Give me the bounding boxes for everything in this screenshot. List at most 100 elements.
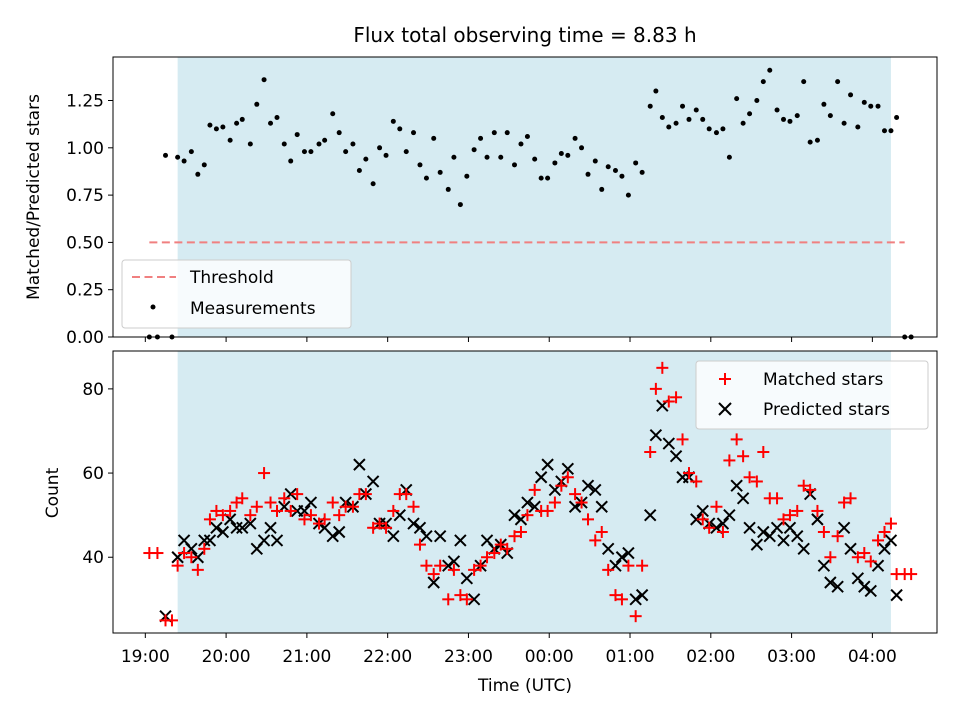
predicted-star-point (366, 475, 380, 488)
matched-star-point (528, 483, 541, 496)
measurement-point (281, 141, 287, 147)
measurement-point (647, 103, 653, 109)
count-panel-frame (112, 350, 938, 634)
predicted-star-point (851, 572, 865, 585)
matched-star-point (615, 593, 628, 606)
measurement-point (848, 92, 854, 98)
measurement-point (680, 103, 686, 109)
count-x-tick-label: 03:00 (767, 647, 816, 667)
predicted-star-point (216, 525, 230, 539)
predicted-star-point (777, 534, 790, 547)
measurement-point (377, 145, 383, 151)
predicted-star-point (817, 559, 831, 572)
matched-star-point (609, 589, 622, 602)
measurement-point (234, 120, 240, 126)
measurement-point (807, 139, 813, 145)
matched-star-point (178, 547, 191, 560)
matched-star-point (595, 525, 608, 538)
matched-star-point (602, 563, 615, 576)
matched-star-point (555, 479, 568, 492)
measurement-point (288, 158, 294, 164)
measurement-point (565, 152, 571, 158)
measurement-point (774, 107, 780, 113)
measurement-point (213, 126, 219, 132)
measurement-point (518, 141, 524, 147)
count-x-ticks: 19:00 20:00 21:00 22:00 23:00 00:00 01:00 02:00… (121, 633, 897, 667)
matched-star-point (878, 525, 891, 538)
measurement-point (666, 124, 672, 130)
x-axis-label: Time (UTC) (477, 676, 572, 696)
matched-star-point (838, 496, 851, 509)
predicted-star-point (270, 534, 284, 547)
matched-star-point (244, 509, 257, 522)
matched-star-point (703, 521, 716, 534)
count-legend-box (695, 360, 929, 430)
matched-star-point (817, 525, 830, 538)
measurement-point (747, 111, 753, 117)
measurement-point (841, 120, 847, 126)
predicted-star-point (615, 551, 629, 564)
matched-star-point (278, 492, 291, 505)
matched-star-point (548, 496, 561, 509)
matched-star-point (216, 509, 229, 522)
predicted-star-point (629, 593, 642, 606)
matched-star-point (710, 500, 723, 513)
measurement-point (552, 160, 558, 166)
matched-star-point (670, 391, 683, 404)
measurement-point (801, 79, 807, 85)
count-y-ticks: 40 60 80 (82, 380, 113, 568)
measurement-point (423, 175, 429, 181)
predicted-star-point (757, 525, 770, 539)
ratio-legend-box (121, 259, 352, 329)
measurement-point (888, 128, 894, 134)
matched-star-point (407, 500, 420, 513)
measurement-point (247, 141, 253, 147)
measurement-point (417, 162, 423, 168)
measurement-point (316, 141, 322, 147)
measurement-point (411, 130, 417, 136)
measurement-point (605, 164, 611, 170)
measurement-point (612, 168, 618, 174)
measurement-point (545, 175, 551, 181)
matched-star-point (474, 559, 487, 572)
predicted-star-point (521, 496, 534, 509)
matched-star-point (185, 551, 198, 564)
predicted-star-point (736, 492, 750, 505)
measurement-point (767, 67, 773, 73)
matched-star-point (454, 589, 467, 602)
ratio-y-ticks: 0.00 0.25 0.50 0.75 1.00 1.25 (66, 92, 113, 348)
ratio-panel: 0.00 0.25 0.50 0.75 1.00 1.25 Flux total obse… (24, 23, 938, 348)
count-x-tick-label: 21:00 (282, 647, 331, 667)
matched-star-point (346, 500, 359, 513)
predicted-star-point (811, 513, 824, 526)
count-x-tick-label: 20:00 (202, 647, 251, 667)
matched-star-point (198, 542, 211, 555)
measurement-point (445, 186, 451, 192)
measurement-point (693, 107, 699, 113)
predicted-star-point (837, 521, 851, 534)
matched-star-point (811, 504, 824, 517)
matched-star-point (690, 475, 703, 488)
matched-star-point (716, 525, 729, 538)
measurement-point (261, 77, 267, 83)
count-legend: Matched stars Predicted stars (695, 360, 929, 430)
measurement-point (579, 145, 585, 151)
predicted-star-point (460, 572, 474, 585)
matched-star-point (872, 534, 885, 547)
matched-star-point (851, 551, 864, 564)
matched-star-point (831, 530, 844, 543)
measurement-point (740, 120, 746, 126)
matched-star-point (250, 500, 263, 513)
predicted-star-point (696, 504, 709, 518)
legend-threshold-label: Threshold (189, 268, 274, 288)
measurement-point (713, 130, 719, 136)
measurement-point (294, 132, 300, 138)
predicted-star-point (257, 534, 271, 547)
predicted-star-point (236, 521, 249, 534)
measurement-point (403, 149, 409, 155)
matched-star-point (488, 547, 501, 560)
matched-star-point (743, 471, 756, 484)
matched-star-point (737, 450, 750, 463)
measurement-point (322, 137, 328, 143)
measurement-point (706, 126, 712, 132)
